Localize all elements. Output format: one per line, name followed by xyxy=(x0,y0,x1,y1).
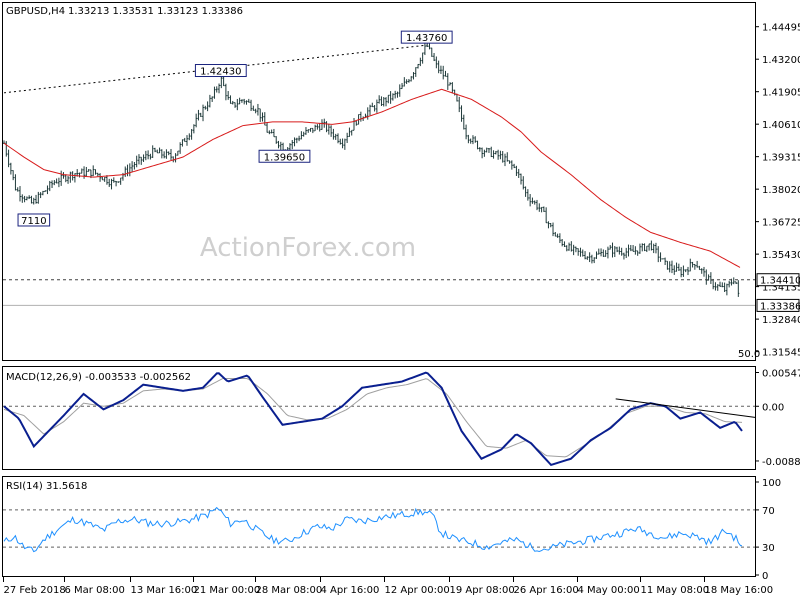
price-axis-label: 1.40610 xyxy=(762,120,800,131)
macd-axis-label: 0.00 xyxy=(762,402,784,413)
macd-main-line xyxy=(3,371,743,467)
macd-axis-label: -0.00886 xyxy=(762,457,800,468)
price-axis-label: 1.31545 xyxy=(762,348,800,359)
x-axis-label: 6 Mar 08:00 xyxy=(65,585,125,596)
price-axis-label: 1.39315 xyxy=(762,153,800,164)
watermark: ActionForex.com xyxy=(200,233,416,263)
rsi-axis-label: 70 xyxy=(762,506,775,517)
x-axis-label: 4 May 00:00 xyxy=(578,585,640,596)
price-axis-label: 1.35430 xyxy=(762,250,800,261)
rsi-axis-label: 0 xyxy=(762,571,768,582)
price-callout-label: 7110 xyxy=(21,216,46,227)
price-axis-label: 1.32840 xyxy=(762,315,800,326)
macd-panel-frame xyxy=(2,366,756,470)
price-axis-label: 1.43200 xyxy=(762,55,800,66)
price-level-tag-label: 1.33386 xyxy=(760,301,800,312)
price-callout-label: 1.42430 xyxy=(200,67,241,78)
price-corner-label: 50.0 xyxy=(738,349,760,360)
price-callout-box xyxy=(258,149,311,163)
price-callout-label: 1.43760 xyxy=(406,33,447,44)
x-axis-label: 4 Apr 16:00 xyxy=(321,585,380,596)
rsi-panel-frame xyxy=(2,476,756,577)
moving-average-line xyxy=(3,88,741,268)
macd-title: MACD(12,26,9) -0.003533 -0.002562 xyxy=(6,372,191,383)
resistance-trendline xyxy=(3,44,427,94)
price-panel-frame xyxy=(2,2,756,361)
price-callout-label: 1.39650 xyxy=(264,152,305,163)
price-axis-label: 1.44495 xyxy=(762,23,800,34)
price-level-tag-label: 1.34410 xyxy=(760,276,800,287)
macd-axis-label: 0.00547 xyxy=(762,369,800,380)
x-axis-label: 28 Mar 08:00 xyxy=(256,585,323,596)
x-axis-label: 18 May 16:00 xyxy=(705,585,774,596)
price-callout-box xyxy=(400,30,453,44)
x-axis-label: 27 Feb 2018 xyxy=(4,585,66,596)
x-axis-label: 19 Apr 08:00 xyxy=(450,585,515,596)
x-axis-label: 13 Mar 16:00 xyxy=(131,585,198,596)
rsi-axis-label: 30 xyxy=(762,543,775,554)
macd-trendline xyxy=(615,398,756,418)
price-callout-box xyxy=(17,213,51,227)
rsi-axis-label: 100 xyxy=(762,478,781,489)
price-callout-box xyxy=(194,64,247,78)
ohlc-label: 1.33213 1.33531 1.33123 1.33386 xyxy=(68,6,243,17)
x-axis-label: 26 Apr 16:00 xyxy=(514,585,579,596)
price-level-tag xyxy=(756,298,800,312)
x-axis-label: 11 May 08:00 xyxy=(641,585,710,596)
symbol-label: GBPUSD,H4 xyxy=(6,6,65,17)
rsi-title: RSI(14) 31.5618 xyxy=(6,481,87,492)
x-axis-label: 21 Mar 00:00 xyxy=(194,585,261,596)
price-axis-label: 1.34135 xyxy=(762,283,800,294)
x-axis-label: 12 Apr 00:00 xyxy=(385,585,450,596)
rsi-line xyxy=(3,506,743,553)
price-axis-label: 1.38020 xyxy=(762,185,800,196)
price-axis-label: 1.41905 xyxy=(762,88,800,99)
price-level-tag xyxy=(756,273,800,287)
price-axis-label: 1.36725 xyxy=(762,218,800,229)
